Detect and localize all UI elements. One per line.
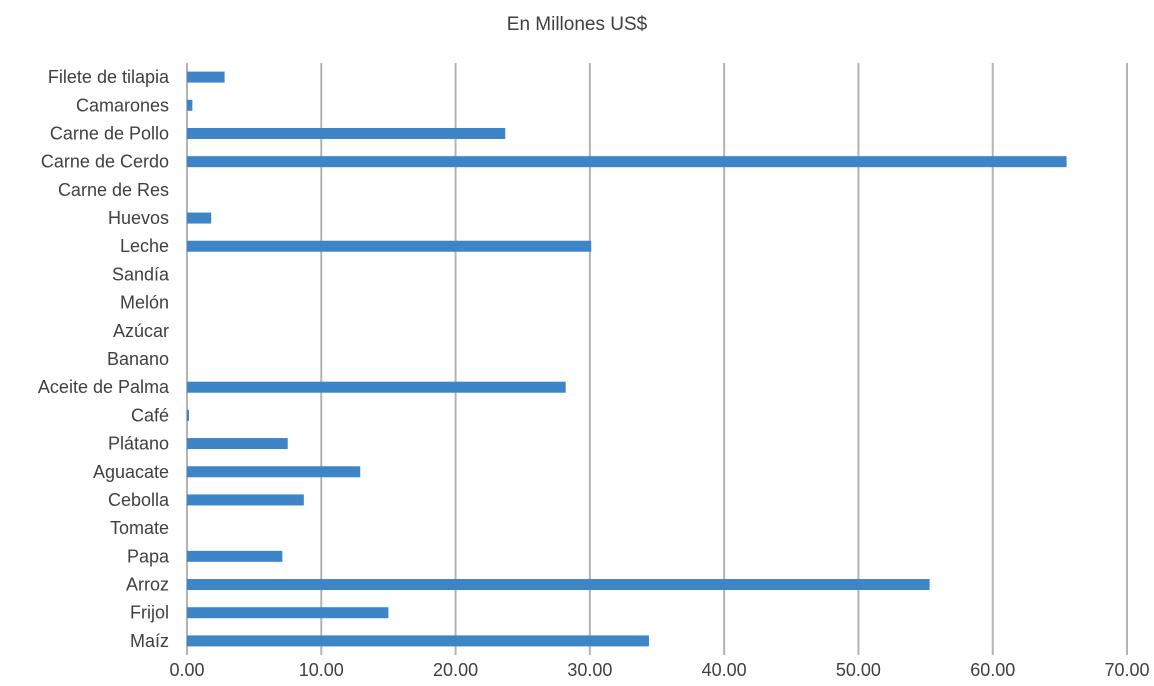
bar <box>187 579 930 591</box>
category-label: Carne de Res <box>58 180 169 200</box>
category-label: Maíz <box>130 631 169 651</box>
x-tick-label: 60.00 <box>970 660 1015 680</box>
category-label: Carne de Pollo <box>50 123 169 143</box>
category-label: Azúcar <box>113 321 169 341</box>
x-tick-label: 30.00 <box>567 660 612 680</box>
bar <box>187 409 190 421</box>
category-label: Tomate <box>110 518 169 538</box>
bar <box>187 240 592 252</box>
category-label: Arroz <box>126 575 169 595</box>
bar <box>187 466 361 478</box>
category-label: Aceite de Palma <box>38 377 170 397</box>
bar <box>187 607 389 619</box>
bar <box>187 71 225 83</box>
category-label: Banano <box>107 349 169 369</box>
category-label: Papa <box>127 546 170 566</box>
category-label: Cebolla <box>108 490 170 510</box>
category-label: Aguacate <box>93 462 169 482</box>
bar <box>187 635 649 647</box>
x-tick-label: 10.00 <box>299 660 344 680</box>
x-tick-label: 50.00 <box>836 660 881 680</box>
x-tick-label: 40.00 <box>702 660 747 680</box>
bar <box>187 494 304 506</box>
chart-title: En Millones US$ <box>506 14 648 35</box>
category-label: Frijol <box>130 603 169 623</box>
category-label: Plátano <box>108 434 169 454</box>
category-label: Leche <box>120 236 169 256</box>
category-label: Filete de tilapia <box>48 67 170 87</box>
category-label: Melón <box>120 293 169 313</box>
category-label: Café <box>131 405 169 425</box>
x-tick-label: 20.00 <box>433 660 478 680</box>
category-label: Huevos <box>108 208 169 228</box>
bar <box>187 212 212 224</box>
bar <box>187 156 1067 168</box>
category-label: Camarones <box>76 95 169 115</box>
x-tick-label: 0.00 <box>169 660 204 680</box>
bar <box>187 127 506 139</box>
category-label: Sandía <box>112 264 170 284</box>
bar <box>187 438 288 450</box>
bar <box>187 99 193 111</box>
category-label: Carne de Cerdo <box>41 152 169 172</box>
x-tick-label: 70.00 <box>1104 660 1149 680</box>
bar <box>187 381 566 393</box>
bar <box>187 550 283 562</box>
